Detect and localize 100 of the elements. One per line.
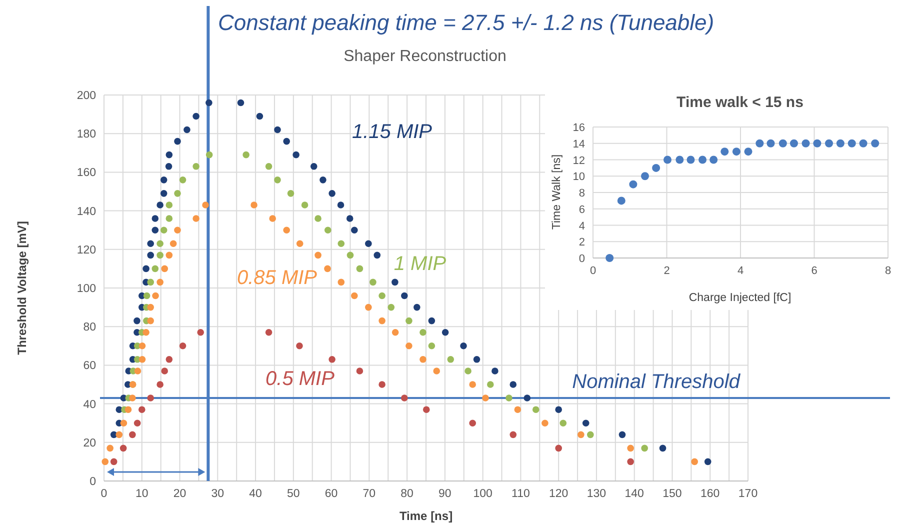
point (766, 139, 775, 148)
point (514, 406, 522, 413)
point (836, 139, 844, 148)
x-tick-label: 100 (473, 488, 492, 500)
point (296, 342, 303, 350)
point (179, 342, 186, 350)
point (617, 196, 626, 205)
x-tick-label: 80 (400, 488, 414, 500)
x-tick-label: 0 (590, 265, 596, 277)
y-axis-title: Threshold Voltage [mV] (15, 221, 29, 355)
point (641, 444, 648, 452)
x-tick-label: 90 (438, 488, 452, 500)
text: 1.15 MIP (352, 121, 433, 143)
point (606, 254, 614, 262)
point (378, 381, 386, 388)
point (555, 444, 562, 452)
y-tick-label: 200 (76, 90, 96, 102)
y-tick-label: 12 (572, 154, 585, 167)
point (142, 265, 150, 272)
point (627, 458, 634, 466)
point (542, 420, 548, 426)
point (756, 139, 764, 148)
point (206, 151, 213, 158)
point (292, 151, 300, 158)
point (627, 444, 634, 452)
y-tick-label: 0 (578, 253, 585, 265)
point (346, 215, 354, 222)
point (587, 431, 594, 438)
point (256, 112, 264, 120)
point (388, 304, 395, 311)
point (492, 368, 498, 374)
point (265, 328, 272, 336)
point (338, 240, 345, 248)
x-axis-title: Charge Injected [fC] (688, 292, 792, 304)
point (464, 368, 472, 374)
y-axis-title: Time Walk [ns] (551, 154, 563, 230)
y-tick-label: 160 (76, 167, 96, 180)
point (134, 420, 141, 426)
point (197, 328, 204, 336)
point (469, 420, 476, 426)
point (134, 317, 140, 324)
point (320, 176, 326, 184)
point (156, 202, 164, 208)
point (328, 356, 336, 363)
ref-line-label: Nominal Threshold (572, 371, 741, 394)
point (392, 278, 398, 286)
x-tick-label: 110 (512, 488, 530, 500)
y-tick-label: 0 (90, 476, 96, 488)
point (351, 292, 358, 300)
point (659, 444, 666, 452)
point (147, 278, 154, 286)
point (242, 151, 250, 158)
point (166, 252, 173, 259)
x-tick-label: 50 (287, 488, 300, 500)
point (582, 420, 590, 426)
point (532, 406, 540, 413)
point (560, 420, 567, 426)
point (324, 226, 332, 234)
point (578, 431, 584, 438)
point (274, 176, 281, 184)
point (314, 252, 322, 259)
point (138, 342, 146, 350)
point (686, 156, 695, 164)
point (301, 202, 308, 208)
point (283, 138, 290, 145)
point (174, 138, 181, 145)
y-tick-label: 14 (572, 138, 585, 150)
x-axis-title: Time [ns] (399, 509, 453, 523)
point (640, 172, 649, 180)
point (156, 240, 164, 248)
point (487, 381, 494, 388)
point (106, 444, 114, 452)
point (314, 215, 322, 222)
point (732, 148, 740, 156)
point (871, 139, 880, 148)
x-tick-label: 70 (362, 488, 376, 500)
series-label: 0.5 MIP (266, 368, 336, 390)
point (442, 328, 449, 336)
point (346, 252, 354, 259)
point (473, 356, 480, 363)
point (237, 99, 244, 106)
point (120, 444, 127, 452)
point (433, 368, 440, 374)
point (744, 148, 752, 156)
point (156, 252, 164, 259)
point (156, 381, 164, 388)
point (652, 164, 660, 172)
point (506, 394, 512, 402)
point (356, 368, 364, 374)
x-tick-label: 150 (662, 488, 682, 500)
point (161, 368, 168, 374)
point (179, 176, 186, 184)
point (859, 139, 868, 148)
x-tick-label: 2 (664, 265, 670, 277)
point (524, 394, 531, 402)
point (378, 317, 386, 324)
point (629, 180, 638, 188)
chart-subtitle: Shaper Reconstruction (344, 48, 506, 65)
point (184, 126, 190, 134)
point (124, 406, 132, 413)
